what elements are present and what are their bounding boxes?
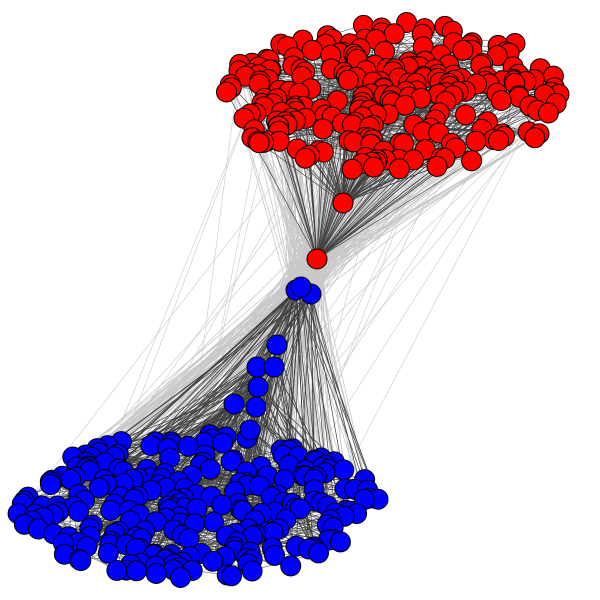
- cluster-a-node: [388, 158, 410, 180]
- within-edge: [310, 293, 368, 491]
- cluster-a-node: [537, 102, 559, 124]
- between-edge: [288, 108, 322, 278]
- between-edge: [289, 111, 297, 267]
- cluster-b-node: [100, 499, 122, 521]
- cluster-b-node: [97, 542, 119, 564]
- cluster-b-node: [220, 450, 242, 472]
- within-edge: [316, 166, 438, 260]
- cluster-b-node: [221, 565, 242, 587]
- cluster-b-node: [170, 567, 191, 588]
- within-edge: [260, 293, 312, 467]
- cluster-a-node: [426, 155, 448, 177]
- between-edge: [318, 166, 438, 284]
- cluster-a-node: [524, 127, 546, 149]
- cluster-a-node: [337, 69, 359, 91]
- cluster-a-node: [465, 130, 487, 152]
- bridge-node-b: [239, 419, 261, 441]
- within-edge: [316, 80, 349, 260]
- bridge-node-b: [245, 396, 267, 418]
- bridge-node-b: [266, 334, 288, 356]
- cluster-b-node: [329, 531, 351, 553]
- cluster-a-node: [248, 132, 270, 154]
- within-edge: [342, 168, 400, 204]
- within-edge: [295, 289, 306, 477]
- cluster-b-node: [199, 458, 221, 480]
- within-edge: [300, 286, 335, 462]
- cluster-b-node: [88, 477, 110, 499]
- between-edge: [327, 94, 545, 507]
- cluster-a-node: [394, 94, 416, 116]
- between-edge: [239, 64, 303, 268]
- cluster-a-node: [294, 147, 316, 169]
- cluster-a-node: [452, 39, 474, 61]
- cluster-a-node: [461, 150, 483, 172]
- within-edge: [342, 166, 438, 204]
- bridge-node-a: [332, 192, 354, 214]
- bridge-node-b: [247, 376, 269, 398]
- bridge-node-a: [306, 248, 328, 270]
- between-edge: [98, 268, 308, 454]
- cluster-a-nodes: [216, 12, 570, 180]
- cluster-b-node: [241, 560, 263, 582]
- cluster-b-node: [264, 544, 285, 566]
- between-edge: [316, 274, 326, 466]
- cluster-b-node: [106, 559, 128, 581]
- between-edge: [263, 142, 293, 288]
- cluster-b-node: [280, 555, 302, 577]
- bridge-nodes: [223, 192, 354, 441]
- within-edge: [316, 94, 545, 260]
- cluster-a-node: [383, 23, 405, 45]
- cluster-a-node: [363, 156, 385, 178]
- between-edge: [313, 279, 316, 461]
- cluster-b-nodes: [7, 424, 389, 588]
- bridge-node-b: [263, 356, 285, 378]
- cluster-a-node: [216, 81, 237, 103]
- between-edge: [299, 291, 345, 517]
- cluster-b-node: [70, 550, 92, 572]
- within-edge: [212, 293, 312, 562]
- cluster-b-node: [140, 435, 162, 457]
- within-edge: [310, 293, 315, 461]
- cluster-b-node: [212, 432, 234, 454]
- cluster-b-node: [333, 459, 355, 481]
- within-edge: [310, 293, 365, 500]
- cluster-b-node: [145, 563, 167, 584]
- cluster-b-node: [289, 498, 311, 520]
- bridge-node-b: [223, 393, 245, 415]
- cluster-a-node: [488, 130, 509, 151]
- within-edge: [121, 366, 258, 442]
- cluster-a-node: [455, 104, 476, 126]
- cluster-a-node: [301, 39, 323, 61]
- within-edge: [91, 293, 312, 458]
- between-edge: [293, 133, 540, 294]
- cluster-b-node: [308, 542, 329, 564]
- within-edge: [312, 50, 353, 126]
- between-edge: [309, 75, 554, 285]
- cluster-a-node: [490, 90, 512, 111]
- within-edge: [171, 386, 259, 443]
- within-edge: [273, 366, 294, 449]
- between-edge: [293, 133, 540, 283]
- bridge-node-b: [290, 276, 312, 298]
- cluster-b-node: [40, 474, 61, 495]
- cluster-a-node: [312, 118, 334, 140]
- within-edge: [278, 130, 318, 260]
- between-edge: [321, 131, 529, 292]
- cluster-b-node: [202, 550, 224, 572]
- within-edge: [117, 286, 302, 455]
- cluster-a-node: [341, 158, 363, 180]
- cluster-b-node: [126, 560, 147, 582]
